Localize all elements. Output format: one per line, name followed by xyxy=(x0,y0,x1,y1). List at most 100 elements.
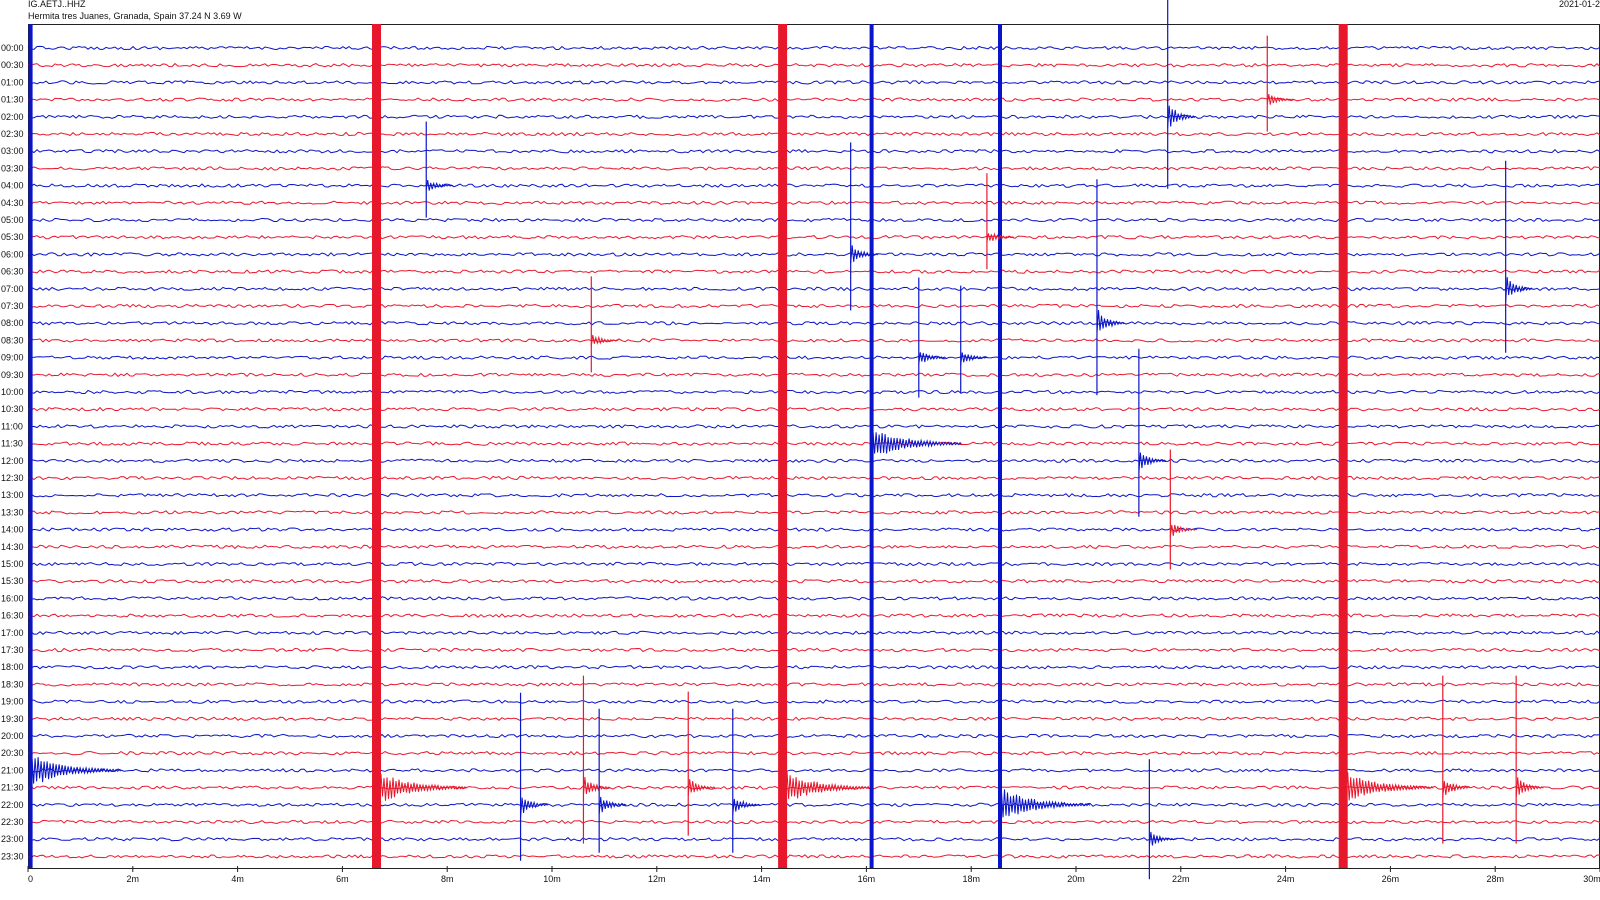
row-label: 05:30 xyxy=(1,232,24,242)
row-label-group: 00:00 00:30 01:00 01:30 02:00 02:30 03:00 03:30… xyxy=(1,43,24,861)
event-coda xyxy=(986,232,1015,242)
trace-line xyxy=(27,148,1600,154)
seismic-event xyxy=(986,173,1015,270)
x-tick-label: 14m xyxy=(753,874,771,884)
row-label: 01:00 xyxy=(1,77,24,87)
trace-line xyxy=(27,733,1600,739)
event-band xyxy=(998,24,1002,868)
seismic-event xyxy=(1338,24,1434,868)
event-coda xyxy=(782,772,873,803)
trace-line xyxy=(27,561,1600,567)
row-label: 12:00 xyxy=(1,456,24,466)
row-label: 15:30 xyxy=(1,576,24,586)
trace-line xyxy=(27,441,1600,446)
trace-line xyxy=(28,303,1600,309)
trace-line xyxy=(27,854,1600,859)
seismic-event xyxy=(425,121,454,218)
seismic-event xyxy=(1169,449,1198,570)
trace-line xyxy=(27,802,1600,807)
seismic-event xyxy=(850,142,879,311)
trace-line xyxy=(27,819,1600,825)
x-tick-label: 4m xyxy=(231,874,244,884)
row-label: 07:00 xyxy=(1,284,24,294)
trace-line xyxy=(27,647,1600,653)
trace-line xyxy=(27,45,1600,51)
station-code: IG.AETJ..HHZ xyxy=(28,0,86,9)
seismic-event xyxy=(1148,759,1177,880)
event-coda xyxy=(598,796,627,814)
trace-line xyxy=(27,510,1600,515)
event-band xyxy=(869,24,874,868)
seismic-event xyxy=(1138,348,1167,517)
trace-line xyxy=(27,355,1600,360)
seismic-event xyxy=(598,708,627,853)
seismic-event xyxy=(1096,179,1125,396)
event-coda xyxy=(1096,309,1125,334)
event-coda xyxy=(1266,94,1295,105)
event-coda xyxy=(1342,772,1434,804)
row-label: 18:30 xyxy=(1,679,24,689)
trace-line xyxy=(27,372,1600,378)
row-label: 00:30 xyxy=(1,60,24,70)
event-coda xyxy=(918,352,947,365)
record-date: 2021-01-2 xyxy=(1558,0,1600,9)
event-coda xyxy=(1505,277,1534,303)
row-label: 03:00 xyxy=(1,146,24,156)
x-tick-label: 24m xyxy=(1277,874,1295,884)
row-label: 04:30 xyxy=(1,198,24,208)
event-coda xyxy=(1442,781,1471,798)
station-location: Hermita tres Juanes, Granada, Spain 37.2… xyxy=(28,11,242,21)
row-label: 10:30 xyxy=(1,404,24,414)
row-label: 21:30 xyxy=(1,783,24,793)
trace-line xyxy=(27,424,1600,429)
seismic-event xyxy=(869,24,962,868)
row-label: 16:00 xyxy=(1,593,24,603)
event-coda xyxy=(590,334,619,347)
row-label: 15:00 xyxy=(1,559,24,569)
row-label: 21:00 xyxy=(1,765,24,775)
row-label: 20:00 xyxy=(1,731,24,741)
row-label: 17:30 xyxy=(1,645,24,655)
row-label: 01:30 xyxy=(1,95,24,105)
trace-line xyxy=(27,475,1600,481)
seismic-event xyxy=(1167,0,1196,189)
trace-line xyxy=(27,613,1600,618)
seismic-event xyxy=(998,24,1091,868)
event-coda xyxy=(1169,524,1198,537)
trace-line xyxy=(27,527,1600,532)
x-tick-label: 0 xyxy=(28,874,33,884)
x-tick-label: 22m xyxy=(1172,874,1190,884)
event-coda xyxy=(850,245,879,264)
trace-line xyxy=(27,200,1600,205)
trace-line xyxy=(27,114,1600,120)
trace-line xyxy=(27,389,1600,395)
seismic-event xyxy=(1505,160,1534,353)
seismic-event xyxy=(28,24,121,868)
x-tick-label: 2m xyxy=(127,874,140,884)
event-coda xyxy=(1138,452,1167,474)
trace-line xyxy=(27,97,1600,102)
trace-line xyxy=(27,217,1600,223)
row-label: 19:30 xyxy=(1,714,24,724)
seismic-event xyxy=(1442,675,1471,844)
event-coda xyxy=(1515,777,1544,798)
x-tick-label: 12m xyxy=(648,874,666,884)
seismic-event xyxy=(582,675,611,844)
trace-line xyxy=(27,458,1600,463)
row-label: 22:30 xyxy=(1,817,24,827)
trace-line xyxy=(27,286,1600,292)
seismic-event xyxy=(1515,675,1544,844)
trace-line xyxy=(27,544,1600,550)
event-coda xyxy=(520,797,548,817)
event-coda xyxy=(30,757,121,787)
event-coda xyxy=(687,778,716,796)
seismic-event xyxy=(960,285,988,394)
row-label: 10:00 xyxy=(1,387,24,397)
row-label: 20:30 xyxy=(1,748,24,758)
row-label: 13:00 xyxy=(1,490,24,500)
x-tick-label: 18m xyxy=(962,874,980,884)
x-tick-label: 26m xyxy=(1382,874,1400,884)
row-label: 02:30 xyxy=(1,129,24,139)
trace-group xyxy=(27,45,1600,859)
